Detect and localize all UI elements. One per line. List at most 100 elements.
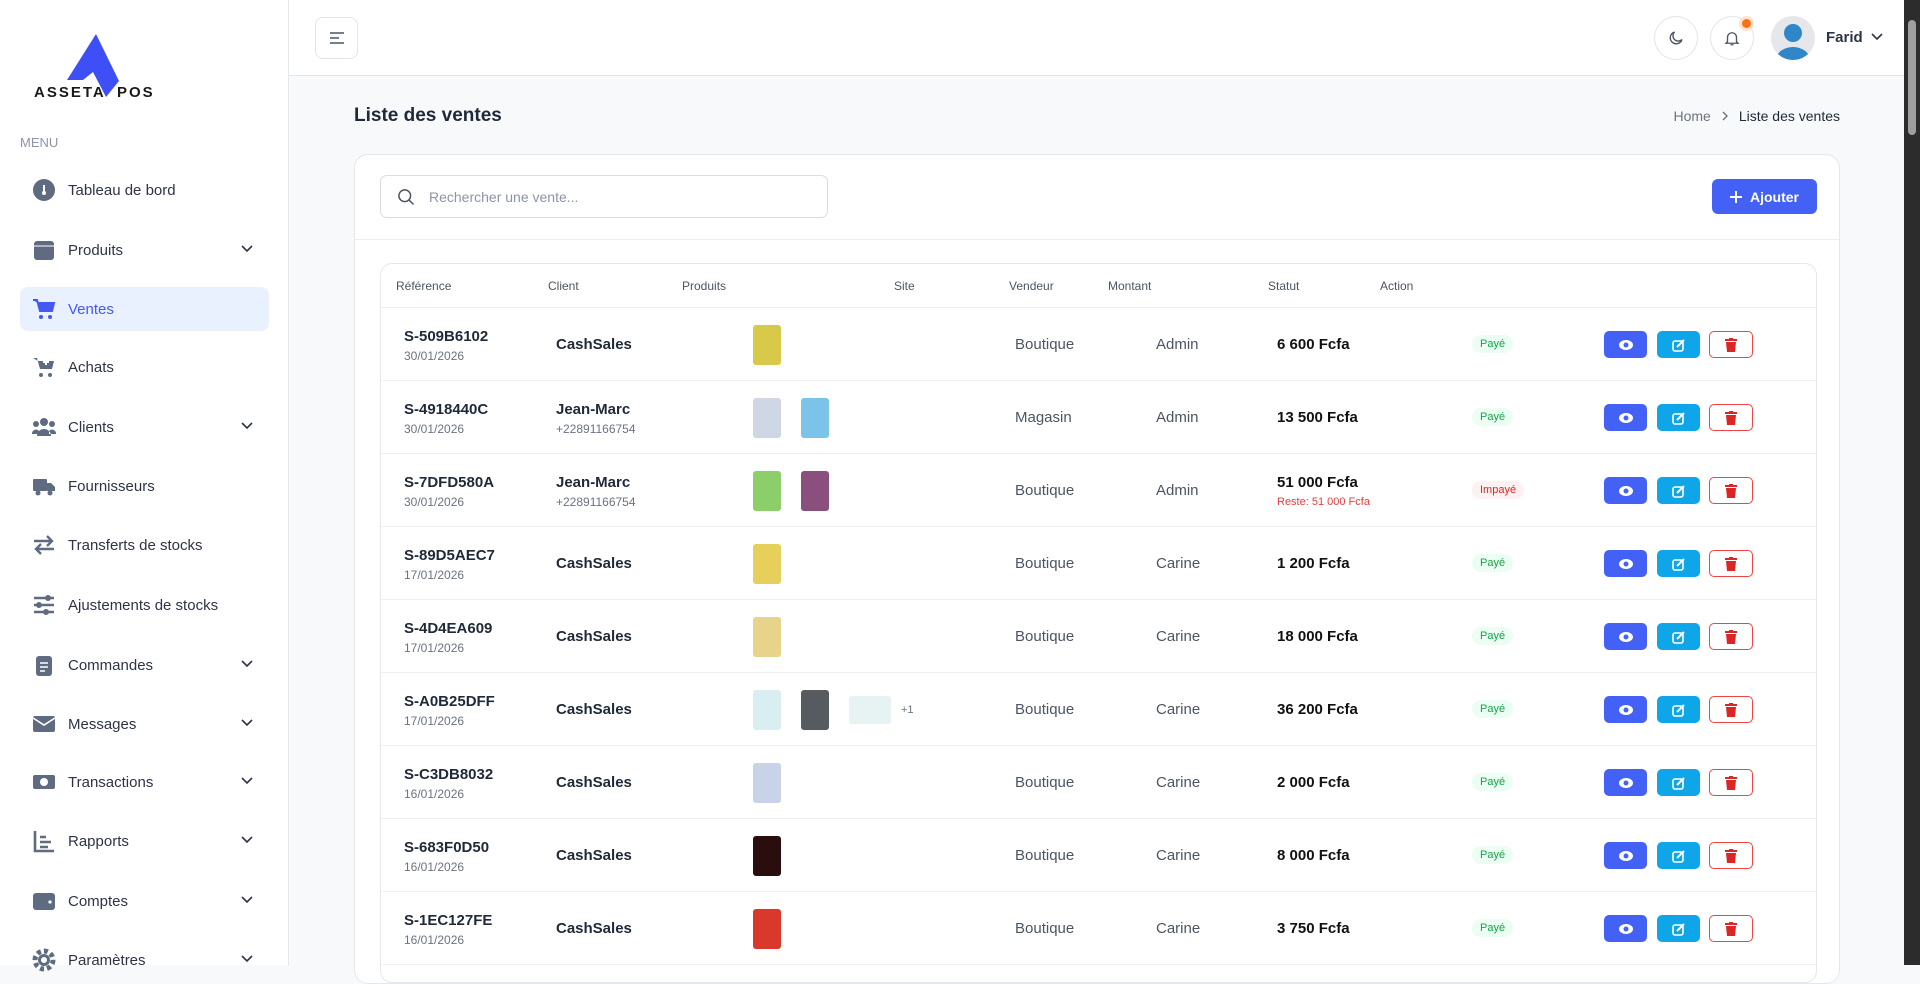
chevron-down-icon[interactable] [240,656,254,670]
view-button[interactable] [1604,331,1647,358]
edit-button[interactable] [1657,696,1700,723]
column-header: Client [548,279,579,293]
sidebar-item-ventes[interactable]: Ventes [20,287,269,331]
sidebar-item-parametres[interactable]: Paramètres [20,938,269,982]
delete-button[interactable] [1709,550,1753,577]
view-button[interactable] [1604,769,1647,796]
view-button[interactable] [1604,404,1647,431]
view-button[interactable] [1604,550,1647,577]
delete-button[interactable] [1709,769,1753,796]
status-badge: Payé [1472,773,1514,791]
moon-icon [1669,31,1683,45]
dark-mode-toggle[interactable] [1654,16,1698,60]
header-divider [381,307,1816,308]
notification-dot [1742,19,1751,28]
sidebar-item-achats[interactable]: Achats [20,345,269,389]
edit-button[interactable] [1657,842,1700,869]
chevron-down-icon[interactable] [240,241,254,255]
site: Boutique [1015,482,1075,499]
delete-button[interactable] [1709,842,1753,869]
sale-reference[interactable]: S-C3DB8032 [404,766,494,783]
scrollbar-thumb[interactable] [1908,20,1916,135]
delete-button[interactable] [1709,623,1753,650]
sale-reference[interactable]: S-A0B25DFF [404,693,495,710]
scrollbar[interactable] [1904,0,1920,965]
view-button[interactable] [1604,915,1647,942]
delete-button[interactable] [1709,477,1753,504]
breadcrumb-home[interactable]: Home [1673,108,1711,124]
delete-button[interactable] [1709,696,1753,723]
trash-icon [1725,629,1737,644]
edit-button[interactable] [1657,915,1700,942]
edit-button[interactable] [1657,623,1700,650]
view-button[interactable] [1604,477,1647,504]
edit-button[interactable] [1657,404,1700,431]
edit-button[interactable] [1657,331,1700,358]
chevron-down-icon[interactable] [240,832,254,846]
site: Boutique [1015,847,1075,864]
sidebar-item-tableau-de-bord[interactable]: Tableau de bord [20,168,269,212]
cart-icon [32,297,56,321]
view-button[interactable] [1604,696,1647,723]
chevron-down-icon[interactable] [1871,33,1883,41]
sale-reference[interactable]: S-4918440C [404,401,489,418]
menu-label: MENU [20,135,59,150]
table-row: S-7DFD580A 30/01/2026 Jean-Marc +2289116… [381,454,1816,527]
delete-button[interactable] [1709,915,1753,942]
sale-reference[interactable]: S-1EC127FE [404,912,493,929]
bell-icon [1724,32,1740,46]
sidebar-item-transactions[interactable]: Transactions [20,760,269,804]
sidebar-item-transferts-de-stocks[interactable]: Transferts de stocks [20,523,269,567]
sidebar-item-ajustements-de-stocks[interactable]: Ajustements de stocks [20,583,269,627]
view-button[interactable] [1604,623,1647,650]
breadcrumb: Home Liste des ventes [1673,108,1840,124]
column-header: Vendeur [1009,279,1054,293]
chevron-down-icon[interactable] [240,773,254,787]
menu-toggle-button[interactable] [315,17,358,59]
sidebar-item-clients[interactable]: Clients [20,405,269,449]
sale-date: 17/01/2026 [404,568,465,582]
sidebar-item-label: Ajustements de stocks [68,596,219,614]
column-header: Site [894,279,915,293]
sidebar-item-produits[interactable]: Produits [20,228,269,272]
edit-button[interactable] [1657,550,1700,577]
eye-icon [1618,850,1633,861]
product-thumbnail [753,617,781,657]
sale-reference[interactable]: S-509B6102 [404,328,489,345]
delete-button[interactable] [1709,404,1753,431]
divider [355,239,1839,240]
notifications-button[interactable] [1710,16,1754,60]
edit-button[interactable] [1657,769,1700,796]
chevron-down-icon[interactable] [240,892,254,906]
chevron-down-icon[interactable] [240,715,254,729]
sale-reference[interactable]: S-683F0D50 [404,839,490,856]
avatar[interactable] [1771,16,1815,60]
more-products-count: +1 [901,704,914,716]
sale-reference[interactable]: S-7DFD580A [404,474,495,491]
view-button[interactable] [1604,842,1647,869]
sidebar-item-comptes[interactable]: Comptes [20,879,269,923]
sidebar-item-fournisseurs[interactable]: Fournisseurs [20,464,269,508]
delete-button[interactable] [1709,331,1753,358]
vendeur: Carine [1156,628,1201,645]
sidebar-item-commandes[interactable]: Commandes [20,643,269,687]
sidebar-item-label: Transactions [68,773,154,791]
table-row: S-509B6102 30/01/2026 CashSales Boutique… [381,308,1816,381]
sale-date: 30/01/2026 [404,495,465,509]
client-name: CashSales [556,336,632,353]
edit-button[interactable] [1657,477,1700,504]
sidebar-item-messages[interactable]: Messages [20,702,269,746]
amount: 3 750 Fcfa [1277,920,1350,937]
chevron-down-icon[interactable] [240,418,254,432]
sale-reference[interactable]: S-4D4EA609 [404,620,493,637]
chevron-down-icon[interactable] [240,951,254,965]
search-input[interactable]: Rechercher une vente... [380,175,828,218]
sidebar-item-rapports[interactable]: Rapports [20,819,269,863]
product-thumbnails [753,762,781,804]
eye-icon [1618,412,1633,423]
sale-reference[interactable]: S-89D5AEC7 [404,547,495,564]
user-name[interactable]: Farid [1826,29,1863,46]
add-sale-button[interactable]: Ajouter [1712,179,1817,214]
clipboard-icon [32,653,56,677]
product-thumbnail [801,398,829,438]
